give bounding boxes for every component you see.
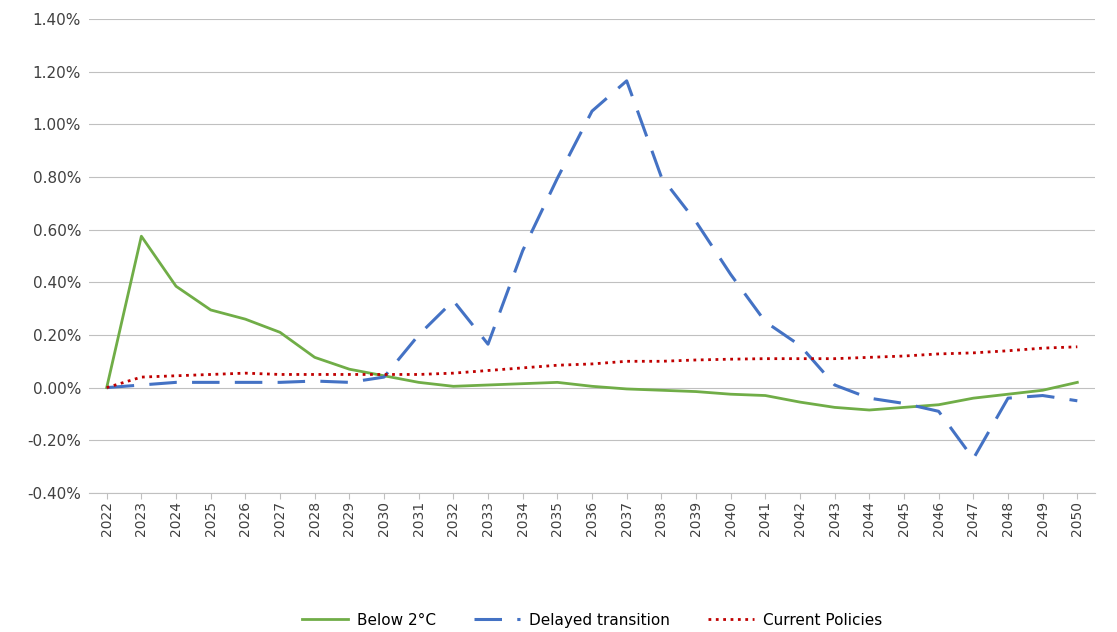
Current Policies — [897, 352, 910, 360]
Current Policies — [274, 370, 287, 378]
Delayed transition — [966, 455, 980, 463]
Current Policies — [966, 349, 980, 356]
Below 2°C — [551, 379, 564, 386]
Below 2°C — [481, 381, 495, 389]
Current Policies — [308, 370, 322, 378]
Delayed transition — [620, 77, 633, 85]
Delayed transition — [689, 218, 703, 226]
Current Policies — [412, 370, 426, 378]
Current Policies — [516, 364, 529, 372]
Below 2°C — [516, 380, 529, 387]
Delayed transition — [1035, 392, 1049, 399]
Delayed transition — [828, 381, 841, 389]
Below 2°C — [274, 329, 287, 336]
Below 2°C — [689, 388, 703, 396]
Delayed transition — [551, 174, 564, 182]
Current Policies — [170, 372, 183, 380]
Below 2°C — [135, 233, 149, 240]
Below 2°C — [793, 398, 806, 406]
Delayed transition — [204, 379, 218, 386]
Delayed transition — [308, 377, 322, 385]
Delayed transition — [932, 408, 945, 415]
Delayed transition — [481, 341, 495, 348]
Delayed transition — [135, 381, 149, 389]
Current Policies — [655, 358, 668, 365]
Below 2°C — [585, 382, 599, 390]
Current Policies — [551, 362, 564, 369]
Current Policies — [758, 355, 772, 362]
Delayed transition — [239, 379, 252, 386]
Current Policies — [862, 353, 876, 361]
Delayed transition — [447, 297, 460, 305]
Delayed transition — [862, 394, 876, 402]
Delayed transition — [343, 379, 356, 386]
Current Policies — [932, 350, 945, 358]
Current Policies — [689, 356, 703, 364]
Current Policies — [135, 374, 149, 381]
Below 2°C — [758, 392, 772, 399]
Delayed transition — [274, 379, 287, 386]
Below 2°C — [1035, 386, 1049, 394]
Current Policies — [378, 370, 391, 378]
Below 2°C — [724, 391, 737, 398]
Current Policies — [793, 355, 806, 362]
Current Policies — [1035, 344, 1049, 352]
Below 2°C — [932, 401, 945, 408]
Delayed transition — [101, 384, 114, 391]
Delayed transition — [758, 318, 772, 325]
Current Policies — [585, 360, 599, 368]
Below 2°C — [412, 379, 426, 386]
Current Policies — [1001, 347, 1014, 355]
Current Policies — [724, 355, 737, 363]
Line: Current Policies: Current Policies — [107, 347, 1077, 387]
Below 2°C — [308, 353, 322, 361]
Delayed transition — [412, 331, 426, 339]
Below 2°C — [343, 365, 356, 373]
Delayed transition — [655, 173, 668, 181]
Below 2°C — [655, 386, 668, 394]
Current Policies — [343, 370, 356, 378]
Current Policies — [1070, 343, 1083, 351]
Below 2°C — [170, 283, 183, 290]
Delayed transition — [170, 379, 183, 386]
Delayed transition — [516, 247, 529, 255]
Delayed transition — [1070, 397, 1083, 404]
Current Policies — [620, 358, 633, 365]
Below 2°C — [966, 394, 980, 402]
Delayed transition — [378, 374, 391, 381]
Current Policies — [204, 370, 218, 378]
Current Policies — [481, 367, 495, 374]
Below 2°C — [378, 372, 391, 380]
Legend: Below 2°C, Delayed transition, Current Policies: Below 2°C, Delayed transition, Current P… — [302, 612, 882, 628]
Below 2°C — [239, 315, 252, 323]
Below 2°C — [101, 384, 114, 391]
Below 2°C — [620, 385, 633, 392]
Below 2°C — [828, 404, 841, 411]
Delayed transition — [1001, 394, 1014, 402]
Below 2°C — [1001, 391, 1014, 398]
Current Policies — [447, 369, 460, 377]
Delayed transition — [897, 399, 910, 407]
Current Policies — [239, 369, 252, 377]
Below 2°C — [447, 382, 460, 390]
Below 2°C — [897, 404, 910, 411]
Below 2°C — [204, 306, 218, 313]
Delayed transition — [585, 107, 599, 115]
Line: Below 2°C: Below 2°C — [107, 236, 1077, 410]
Below 2°C — [1070, 379, 1083, 386]
Current Policies — [828, 355, 841, 362]
Delayed transition — [793, 342, 806, 349]
Line: Delayed transition: Delayed transition — [107, 81, 1077, 459]
Below 2°C — [862, 406, 876, 414]
Current Policies — [101, 384, 114, 391]
Delayed transition — [724, 270, 737, 278]
